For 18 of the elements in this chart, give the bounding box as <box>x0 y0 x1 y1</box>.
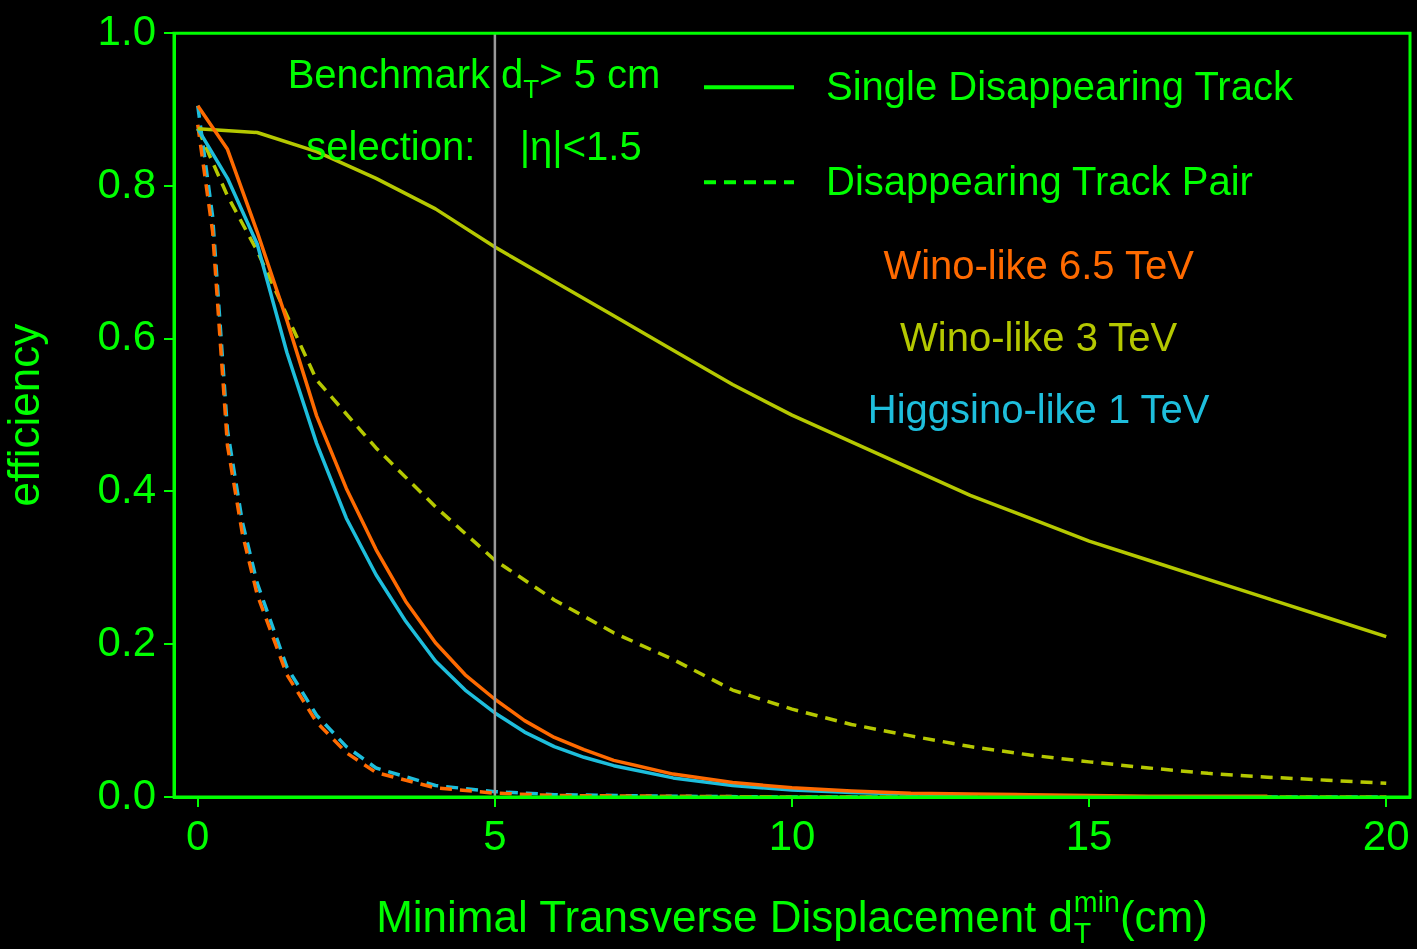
text: Higgsino-like 1 TeV <box>867 387 1210 432</box>
annotation: Single Disappearing Track <box>826 64 1294 109</box>
annotation: Disappearing Track Pair <box>826 159 1253 204</box>
y-tick-label: 0.8 <box>97 159 156 207</box>
x-tick-label: 15 <box>1065 811 1113 859</box>
y-tick-label: 0.6 <box>97 312 156 360</box>
x-tick-label: 0 <box>186 811 210 859</box>
text: Wino-like 6.5 TeV <box>883 243 1195 288</box>
x-tick-label: 10 <box>768 811 816 859</box>
annotation: selection: |η|<1.5 <box>306 124 642 169</box>
y-axis-title: efficiency <box>0 323 48 507</box>
y-tick-label: 0.4 <box>97 465 156 513</box>
x-tick-label: 5 <box>483 811 507 859</box>
y-tick-label: 1.0 <box>97 6 156 54</box>
x-tick-label: 20 <box>1362 811 1410 859</box>
y-tick-label: 0.0 <box>97 770 156 818</box>
y-tick-label: 0.2 <box>97 617 156 665</box>
text: Wino-like 3 TeV <box>900 315 1178 360</box>
